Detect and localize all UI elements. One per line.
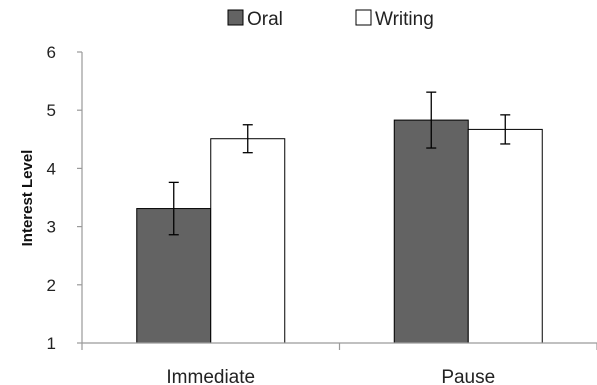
y-tick-label: 2 <box>47 276 56 295</box>
bar-oral-pause <box>393 119 469 344</box>
legend: Oral Writing <box>227 9 434 30</box>
legend-swatch-oral <box>227 9 244 26</box>
bar-writing-immediate <box>210 138 286 344</box>
y-axis-title: Interest Level <box>19 150 36 247</box>
y-tick-label: 6 <box>47 43 56 62</box>
legend-swatch-writing <box>355 9 372 26</box>
y-tick-label: 3 <box>47 218 56 237</box>
y-tick-label: 4 <box>47 159 56 178</box>
x-axis-labels: Immediate Pause <box>166 367 495 385</box>
bars <box>136 119 543 344</box>
y-axis-ticks: 1 2 3 4 5 6 <box>47 43 82 353</box>
axes <box>81 52 597 350</box>
legend-label-writing: Writing <box>375 9 434 30</box>
error-bars <box>168 91 511 236</box>
bar-writing-pause <box>467 128 543 344</box>
y-tick-label: 1 <box>47 334 56 353</box>
legend-label-oral: Oral <box>247 9 283 30</box>
y-tick-label: 5 <box>47 101 56 120</box>
x-tick-label: Immediate <box>166 367 255 385</box>
x-tick-label: Pause <box>441 367 495 385</box>
